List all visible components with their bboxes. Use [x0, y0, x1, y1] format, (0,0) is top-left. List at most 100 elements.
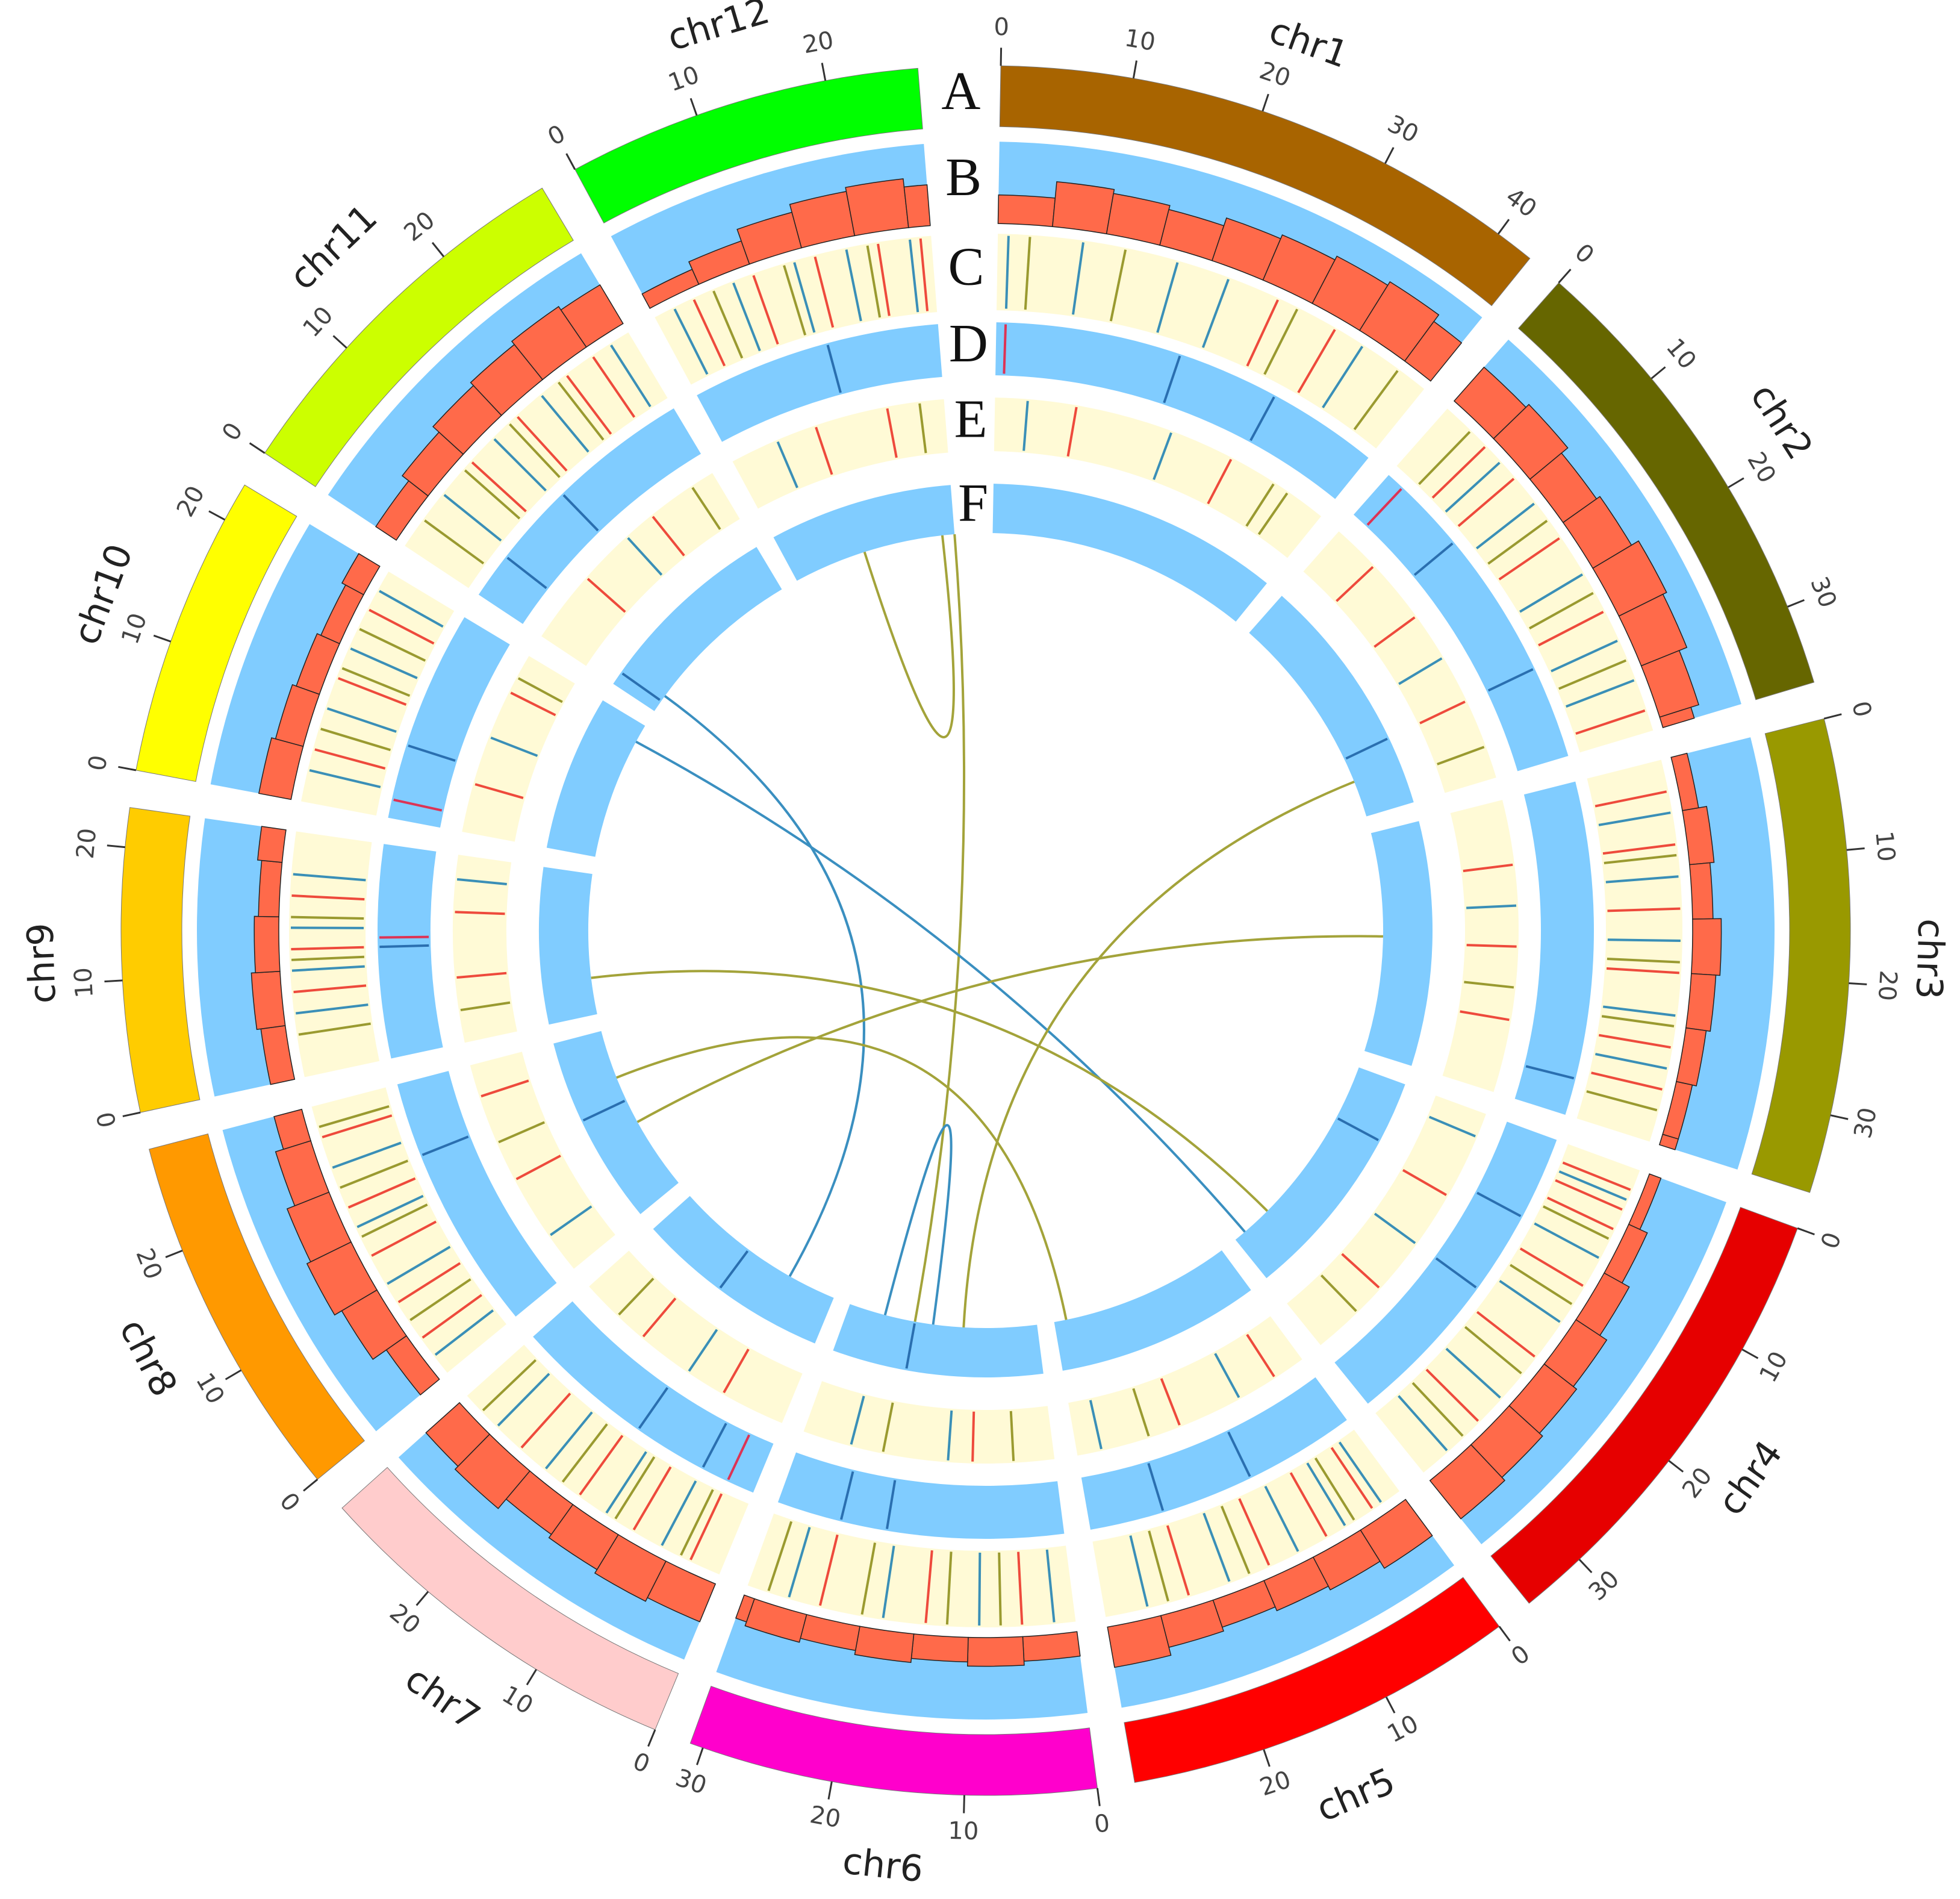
track-background	[478, 408, 702, 625]
track-background	[1396, 408, 1654, 753]
variant-stripe	[688, 1329, 718, 1372]
tick-label: 10	[948, 1817, 979, 1845]
tick-label: 20	[1257, 1766, 1295, 1802]
tick-label: 30	[672, 1764, 710, 1800]
variant-stripe	[860, 1542, 877, 1615]
tick-label: 0	[1846, 699, 1877, 720]
variant-stripe	[592, 356, 636, 418]
variant-stripe	[1463, 863, 1513, 873]
variant-stripe	[586, 578, 626, 613]
variant-stripe	[326, 707, 397, 733]
variant-stripe	[719, 1250, 749, 1289]
track-background	[1375, 1144, 1640, 1473]
tick-label: 0	[1816, 1229, 1847, 1253]
variant-stripe	[1341, 1253, 1380, 1289]
track-background	[397, 1071, 557, 1317]
tick-label: 0	[83, 753, 113, 773]
track-background	[541, 473, 740, 666]
variant-stripe	[1575, 709, 1646, 735]
variant-stripe	[712, 290, 744, 359]
tick-mark	[827, 1781, 833, 1800]
link	[863, 535, 955, 738]
density-bar	[1022, 1631, 1081, 1662]
variant-stripe	[490, 736, 538, 757]
variant-stripe	[1595, 1053, 1667, 1070]
tick-mark	[963, 1795, 965, 1813]
variant-stripe	[1163, 355, 1181, 404]
track-background	[1334, 1121, 1557, 1404]
variant-stripe	[1264, 1485, 1299, 1552]
variant-stripe	[1476, 1311, 1535, 1358]
variant-stripe	[1499, 1280, 1561, 1323]
variant-stripe	[464, 469, 521, 520]
tick-mark	[1849, 982, 1867, 985]
density-bar	[1691, 918, 1722, 976]
ideogram	[999, 65, 1531, 307]
variant-stripe	[1607, 938, 1681, 942]
variant-stripe	[1445, 1347, 1501, 1399]
tick-label: 10	[69, 967, 99, 999]
tick-mark	[1558, 269, 1572, 284]
tick-mark	[104, 979, 123, 983]
variant-stripe	[434, 1309, 494, 1356]
variant-stripe	[482, 1359, 537, 1412]
density-bar	[257, 826, 287, 863]
variant-stripe	[1598, 1034, 1671, 1049]
track-label: F	[958, 473, 988, 533]
variant-stripe	[1024, 237, 1031, 310]
variant-stripe	[1245, 483, 1275, 527]
tick-mark	[1262, 93, 1269, 112]
variant-stripe	[1413, 542, 1454, 576]
track-background	[995, 322, 1369, 499]
variant-stripe	[627, 537, 663, 576]
track-background	[1514, 781, 1594, 1115]
track-background	[533, 1301, 774, 1493]
chromosome-label: chr6	[841, 1840, 926, 1891]
variant-stripe	[387, 1246, 451, 1285]
variant-stripe	[1604, 853, 1677, 864]
variant-stripe	[945, 1551, 953, 1625]
variant-stripe	[1201, 278, 1230, 348]
variant-stripe	[347, 1177, 416, 1209]
variant-stripe	[1606, 967, 1679, 974]
variant-stripe	[1398, 657, 1443, 685]
variant-stripe	[1320, 1274, 1357, 1312]
tick-mark	[118, 766, 137, 772]
track-background	[1068, 1316, 1302, 1456]
variant-stripe	[909, 239, 919, 313]
track-background	[747, 1514, 1076, 1627]
variant-stripe	[850, 1395, 865, 1445]
track-background	[1576, 759, 1683, 1142]
variant-stripe	[1510, 1264, 1573, 1305]
tick-mark	[208, 510, 226, 521]
variant-stripe	[369, 608, 435, 645]
density-bar	[845, 178, 909, 237]
track-label: E	[954, 390, 988, 449]
variant-stripe	[582, 1100, 626, 1122]
track-background	[467, 1344, 749, 1575]
tick-label: 10	[1122, 24, 1157, 57]
density-bar	[341, 553, 381, 596]
variant-stripe	[605, 1451, 647, 1514]
variant-stripe	[752, 275, 779, 345]
variant-stripe	[1017, 1551, 1024, 1625]
variant-stripe	[509, 423, 561, 478]
tick-label: 20	[1256, 57, 1294, 93]
track-background	[377, 844, 443, 1059]
variant-stripe	[1419, 700, 1466, 725]
variant-stripe	[1246, 299, 1279, 367]
variant-stripe	[1220, 1506, 1251, 1574]
variant-stripe	[397, 1262, 461, 1303]
tick-mark	[303, 1479, 319, 1492]
variant-stripe	[379, 590, 444, 628]
tick-label: 30	[1805, 573, 1842, 611]
link	[635, 740, 1246, 1233]
density-bar	[1404, 320, 1463, 382]
ideogram	[149, 1133, 365, 1480]
variant-stripe	[1562, 1161, 1631, 1191]
variant-stripe	[1464, 1326, 1522, 1374]
tick-label: 20	[1741, 447, 1781, 488]
track-background	[553, 1031, 679, 1214]
tick-label: 10	[190, 1368, 229, 1409]
